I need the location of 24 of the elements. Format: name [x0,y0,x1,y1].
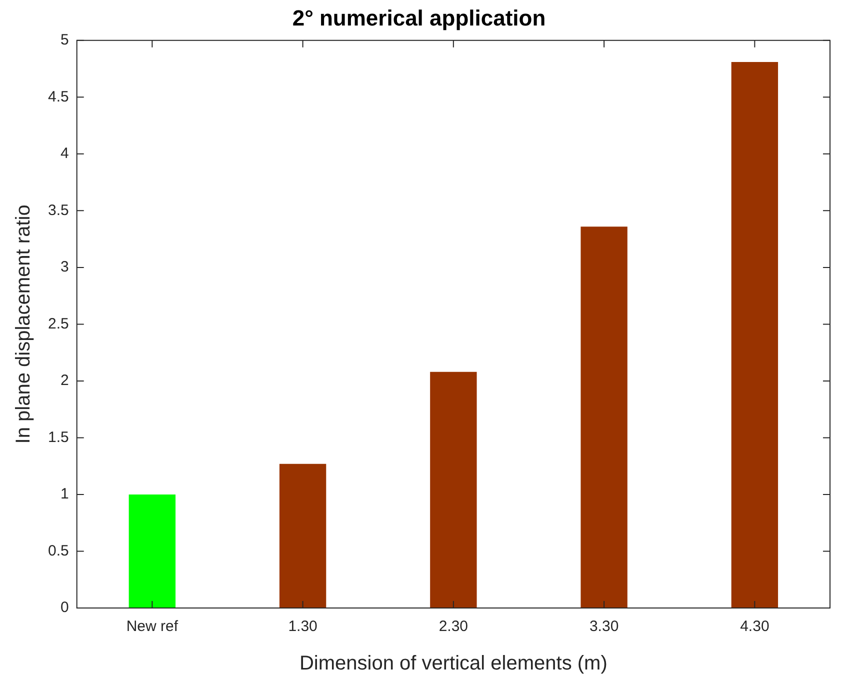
y-tick-label: 2.5 [48,315,69,332]
bar [731,62,778,608]
y-tick-label: 1 [60,486,69,503]
y-tick-label: 4 [60,145,69,162]
y-tick-label: 3.5 [48,202,69,219]
bar [128,494,176,608]
bar [430,372,477,608]
x-tick-label: 2.30 [438,618,468,636]
y-tick-label: 1.5 [48,428,69,446]
bar [580,226,628,608]
y-axis-title: In plane displacement ratio [12,204,35,444]
x-tick-label: New ref [126,618,179,636]
y-tick-label: 0 [60,599,69,616]
y-tick-label: 5 [60,32,69,49]
y-tick-label: 0.5 [48,542,69,560]
chart-title: 2° numerical application [292,5,546,30]
y-tick-label: 2 [60,372,69,390]
x-tick-label: 1.30 [288,618,318,636]
x-axis-title: Dimension of vertical elements (m) [299,652,608,675]
x-tick-label: 4.30 [740,618,770,636]
x-tick-label: 3.30 [589,618,619,636]
y-tick-label: 3 [60,258,69,276]
bar [279,464,326,608]
y-tick-label: 4.5 [48,88,69,106]
